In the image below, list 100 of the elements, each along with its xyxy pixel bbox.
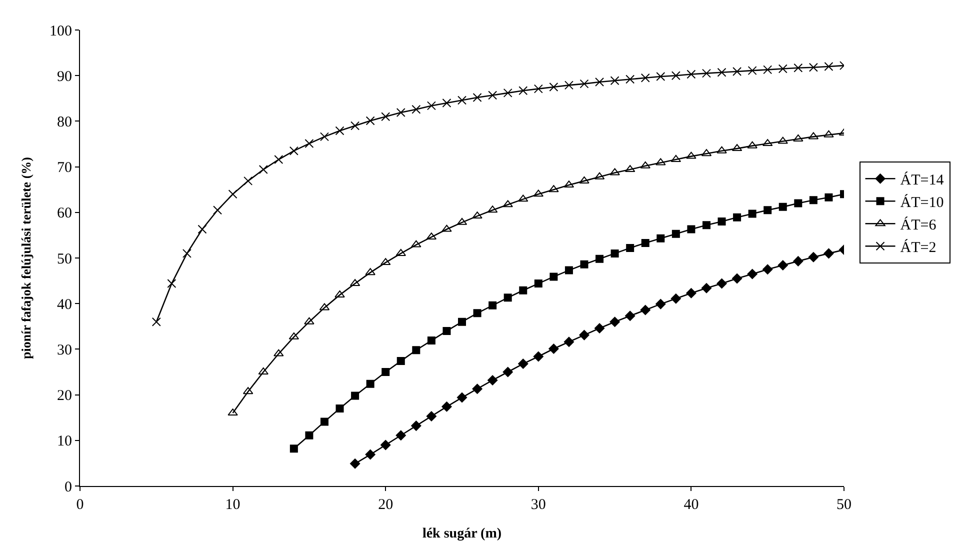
point <box>747 268 758 280</box>
point <box>701 283 712 294</box>
x-tick-label: 20 <box>378 497 394 513</box>
point <box>518 358 528 369</box>
point <box>411 240 422 248</box>
point <box>686 152 696 159</box>
point <box>564 266 573 274</box>
point <box>824 248 834 258</box>
legend-label: ÁT=14 <box>900 172 944 188</box>
point <box>549 82 558 92</box>
point <box>473 309 482 318</box>
point <box>640 304 650 316</box>
x-tick-label: 0 <box>76 497 84 513</box>
point <box>442 224 452 232</box>
point <box>274 155 284 164</box>
point <box>381 112 390 122</box>
point <box>656 234 665 242</box>
point <box>656 158 666 166</box>
point <box>472 92 482 102</box>
y-tick-label: 80 <box>57 114 72 130</box>
y-tick-label: 0 <box>64 479 72 496</box>
x-axis-title: lék sugár (m) <box>422 526 502 542</box>
point <box>396 248 406 256</box>
point <box>426 101 436 110</box>
point <box>472 384 482 394</box>
point <box>580 79 589 88</box>
point <box>380 440 391 450</box>
point <box>518 86 528 96</box>
x-tick-label: 50 <box>836 497 852 513</box>
y-tick-label: 90 <box>57 68 72 85</box>
point <box>640 73 650 82</box>
point <box>686 70 696 79</box>
point <box>594 323 605 334</box>
point <box>580 260 588 268</box>
point <box>382 368 390 376</box>
point <box>534 280 542 288</box>
point <box>778 136 788 144</box>
point <box>182 248 192 258</box>
y-tick-label: 20 <box>57 388 72 404</box>
y-tick-label: 70 <box>57 160 72 176</box>
point <box>412 104 421 114</box>
point <box>396 108 406 118</box>
point <box>824 130 834 138</box>
point <box>579 176 590 184</box>
point <box>808 252 818 262</box>
point <box>595 77 604 86</box>
point <box>335 126 344 136</box>
point <box>794 199 802 208</box>
point <box>687 225 696 234</box>
point <box>670 294 681 304</box>
point <box>748 66 757 76</box>
point <box>213 206 222 215</box>
point <box>458 318 466 326</box>
point <box>244 176 253 186</box>
point <box>702 221 710 230</box>
point <box>533 351 544 362</box>
point <box>336 404 344 412</box>
point <box>778 202 787 211</box>
x-tick-label: 40 <box>684 497 699 513</box>
point <box>716 146 727 154</box>
point <box>809 196 818 204</box>
point <box>442 326 451 335</box>
point <box>320 418 328 426</box>
x-tick-label: 30 <box>530 497 546 513</box>
legend-label: ÁT=6 <box>900 216 937 234</box>
point <box>793 256 804 266</box>
y-tick-label: 100 <box>50 23 72 40</box>
y-axis-title: pionír fafajok felújulási területe (%) <box>18 157 34 359</box>
point <box>534 84 543 94</box>
point <box>304 139 314 148</box>
x-tick-label: 10 <box>225 497 240 513</box>
point <box>519 286 528 294</box>
point <box>320 132 329 142</box>
point <box>824 193 833 202</box>
point <box>365 449 376 460</box>
point <box>456 392 468 403</box>
point <box>396 430 406 440</box>
point <box>640 161 650 168</box>
point <box>350 458 360 469</box>
point <box>274 349 284 356</box>
point <box>548 344 559 354</box>
point <box>458 96 466 105</box>
point <box>503 88 512 98</box>
point <box>763 65 772 74</box>
y-tick-label: 30 <box>57 342 72 358</box>
y-tick-label: 60 <box>57 206 72 222</box>
point <box>504 294 512 302</box>
point <box>764 206 772 214</box>
point <box>366 380 374 388</box>
point <box>427 336 436 345</box>
point <box>442 98 452 108</box>
point <box>702 68 711 78</box>
point <box>564 336 574 347</box>
point <box>167 279 176 288</box>
point <box>794 63 803 72</box>
point <box>656 72 666 82</box>
point <box>610 316 620 327</box>
point <box>412 346 420 354</box>
point <box>426 411 436 422</box>
point <box>747 141 758 148</box>
